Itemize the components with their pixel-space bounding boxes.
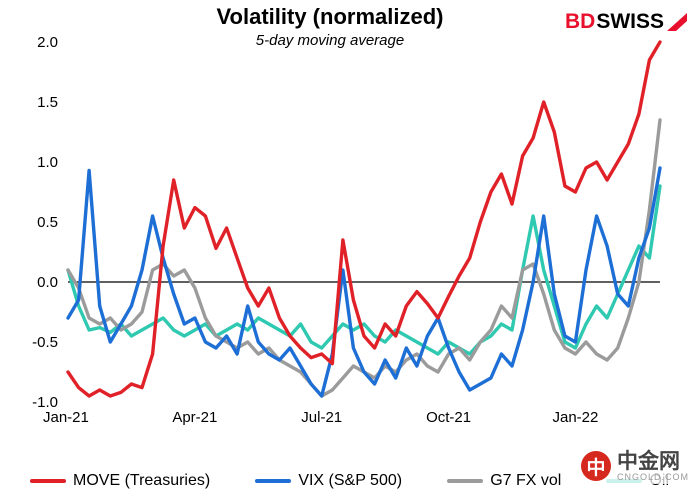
legend-item: VIX (S&P 500) (255, 472, 402, 490)
legend-label: G7 FX vol (490, 472, 562, 489)
x-tick-label: Jan-21 (43, 409, 89, 426)
chart-subtitle: 5-day moving average (255, 32, 405, 49)
legend-item: G7 FX vol (447, 472, 561, 490)
series-line-1 (66, 40, 662, 398)
watermark-name: 中金网 (616, 449, 680, 473)
legend-swatch (447, 479, 484, 483)
watermark: 中 中金网 CNGOLD.COM (576, 448, 693, 484)
legend-item: MOVE (Treasuries) (30, 472, 210, 490)
y-tick-label: 1.5 (37, 94, 58, 111)
series-line-3 (66, 118, 662, 398)
y-tick-label: -0.5 (32, 334, 58, 351)
watermark-subtext: CNGOLD.COM (616, 471, 689, 482)
logo-bd-text: BD (564, 10, 596, 33)
watermark-logo-icon: 中 (580, 451, 611, 482)
x-tick-label: Apr-21 (172, 409, 217, 426)
x-tick-label: Jul-21 (301, 409, 342, 426)
legend-swatch (255, 479, 292, 483)
y-tick-label: 1.0 (37, 154, 58, 171)
y-tick-label: -1.0 (32, 394, 58, 411)
series-line-4 (66, 184, 662, 356)
logo-swiss-text: SWISS (596, 10, 664, 33)
y-tick-label: 0.5 (37, 214, 58, 231)
legend-label: MOVE (Treasuries) (73, 472, 211, 489)
series-line-2 (66, 166, 662, 398)
x-tick-label: Jan-22 (552, 409, 598, 426)
chart-title: Volatility (normalized) (216, 4, 444, 29)
bdswiss-logo: BD SWISS (565, 10, 687, 34)
x-tick-label: Oct-21 (426, 409, 471, 426)
legend-swatch (30, 479, 66, 483)
y-tick-label: 0.0 (37, 274, 58, 291)
y-tick-label: 2.0 (37, 34, 58, 51)
legend-label: VIX (S&P 500) (298, 472, 403, 489)
logo-arrow-icon (667, 13, 687, 31)
